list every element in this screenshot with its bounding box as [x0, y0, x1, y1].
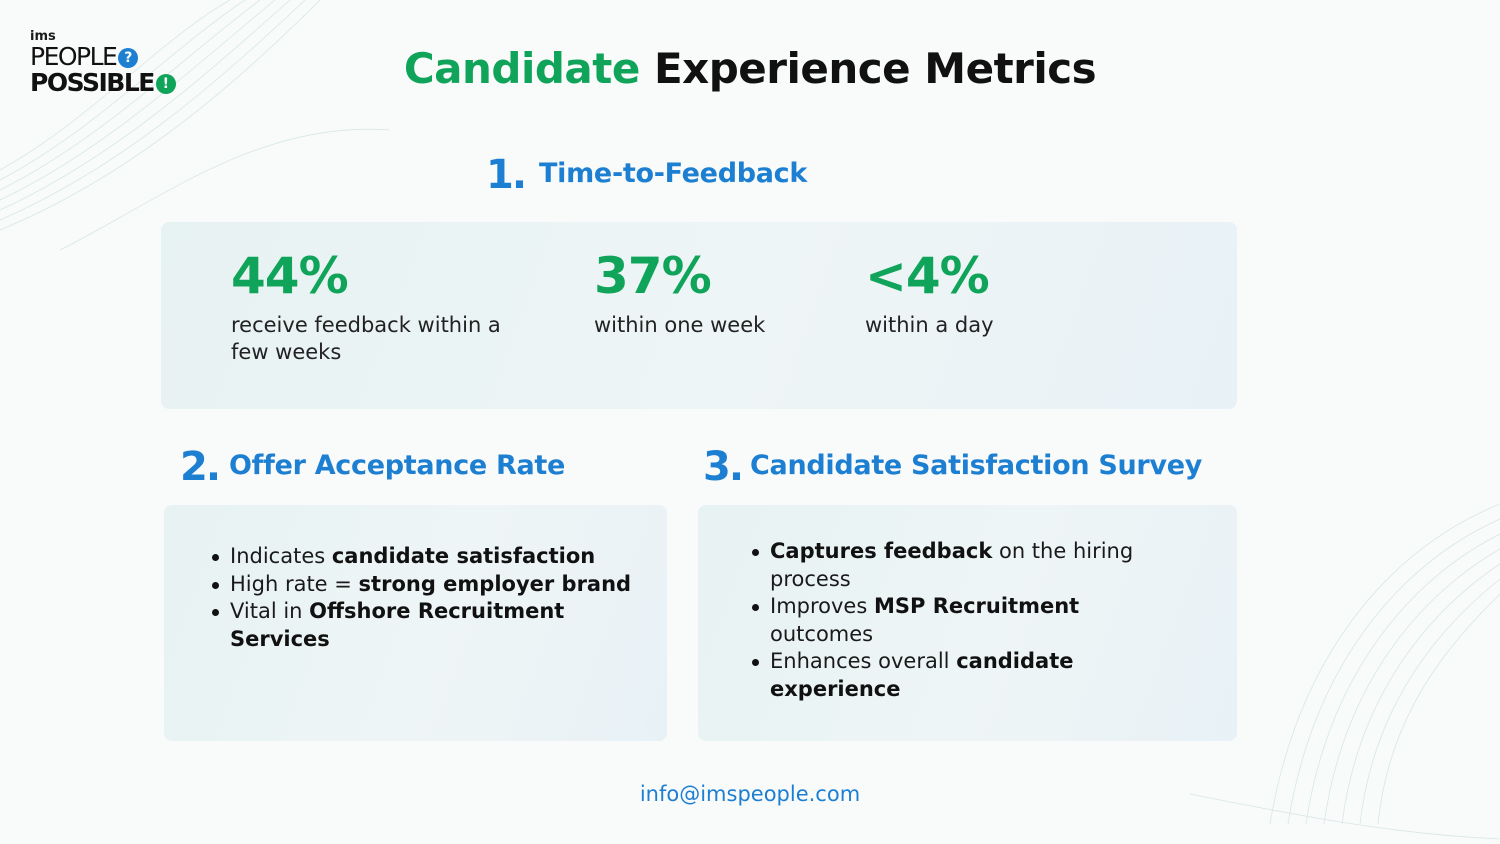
stat-value: 44% — [231, 247, 349, 305]
section-1-title: Time-to-Feedback — [539, 158, 808, 189]
offer-acceptance-list: Indicates candidate satisfaction High ra… — [206, 543, 656, 653]
stat-description: receive feedback within a few weeks — [231, 313, 501, 364]
stat-description: within a day — [865, 313, 994, 337]
list-item: Vital in Offshore Recruitment Services — [206, 598, 656, 653]
page-title: Candidate Experience Metrics — [0, 44, 1500, 93]
satisfaction-survey-list: Captures feedback on the hiring process … — [746, 538, 1166, 703]
stat-card: 44% receive feedback within a few weeks — [231, 248, 531, 366]
section-3-heading: 3. Candidate Satisfaction Survey — [703, 444, 1202, 490]
list-item: Captures feedback on the hiring process — [746, 538, 1166, 593]
stat-card: 37% within one week — [594, 248, 834, 339]
section-2-title: Offer Acceptance Rate — [229, 450, 566, 481]
section-2-heading: 2. Offer Acceptance Rate — [180, 444, 565, 490]
list-item: Enhances overall candidate experience — [746, 648, 1166, 703]
satisfaction-survey-panel — [698, 505, 1237, 741]
contact-email-link[interactable]: info@imspeople.com — [639, 782, 861, 806]
company-logo: ims PEOPLE? POSSIBLE! — [30, 30, 210, 100]
logo-ims-text: ims — [30, 29, 56, 44]
section-2-number: 2. — [180, 444, 221, 490]
list-item: Improves MSP Recruitment outcomes — [746, 593, 1166, 648]
title-highlight: Candidate — [403, 44, 641, 93]
section-1-number: 1. — [486, 152, 527, 198]
list-item: Indicates candidate satisfaction — [206, 543, 656, 571]
list-item: High rate = strong employer brand — [206, 571, 656, 599]
time-to-feedback-panel — [161, 222, 1237, 409]
stat-value: 37% — [594, 247, 712, 305]
stat-value: <4% — [865, 247, 990, 305]
offer-acceptance-panel — [164, 505, 667, 741]
section-3-number: 3. — [703, 444, 744, 490]
question-mark-icon: ? — [118, 48, 139, 68]
title-rest: Experience Metrics — [653, 44, 1097, 93]
stat-card: <4% within a day — [865, 248, 1085, 339]
logo-line-2: POSSIBLE — [30, 68, 155, 97]
section-3-title: Candidate Satisfaction Survey — [750, 450, 1203, 481]
stat-description: within one week — [594, 313, 766, 337]
exclamation-mark-icon: ! — [155, 74, 176, 94]
logo-line-1: PEOPLE — [30, 42, 118, 71]
section-1-heading: 1. Time-to-Feedback — [486, 152, 807, 198]
